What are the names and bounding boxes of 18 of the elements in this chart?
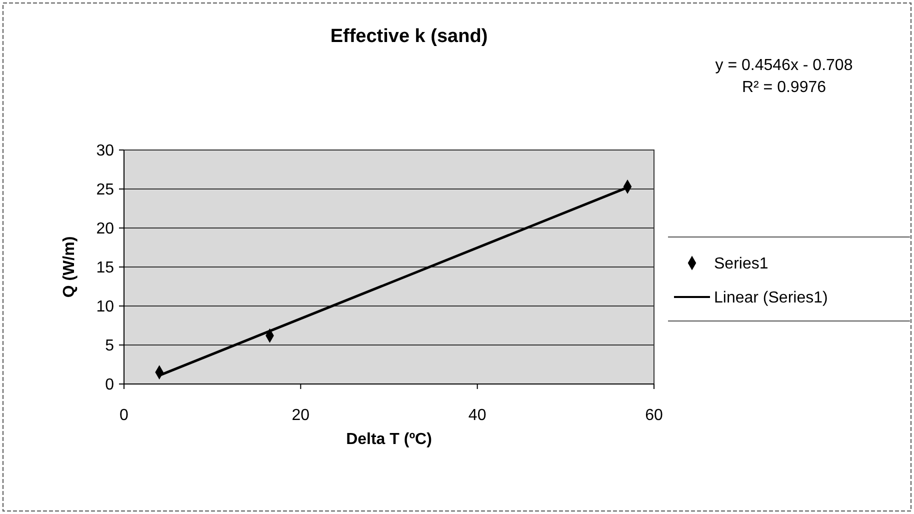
legend-label: Series1 <box>714 256 768 273</box>
x-tick-label: 60 <box>645 407 663 424</box>
text: y = 0.4546x - 0.708 <box>715 57 853 74</box>
y-tick-label: 5 <box>105 338 114 355</box>
y-tick-label: 30 <box>96 142 114 160</box>
y-tick-label: 10 <box>96 298 114 316</box>
y-tick-label: 20 <box>96 220 114 238</box>
chart-title: Effective k (sand) <box>330 26 488 47</box>
y-axis-title: Q (W/m) <box>61 236 78 298</box>
x-tick-label: 40 <box>468 407 486 424</box>
text: R² = 0.9976 <box>742 79 826 96</box>
x-axis-title: Delta T (ºC) <box>346 431 432 448</box>
y-tick-label: 15 <box>96 260 114 277</box>
x-tick-label: 20 <box>292 407 310 424</box>
y-tick-label: 0 <box>105 376 114 394</box>
x-tick-label: 0 <box>120 407 129 424</box>
y-tick-label: 25 <box>96 182 114 199</box>
legend-label: Linear (Series1) <box>714 290 828 307</box>
